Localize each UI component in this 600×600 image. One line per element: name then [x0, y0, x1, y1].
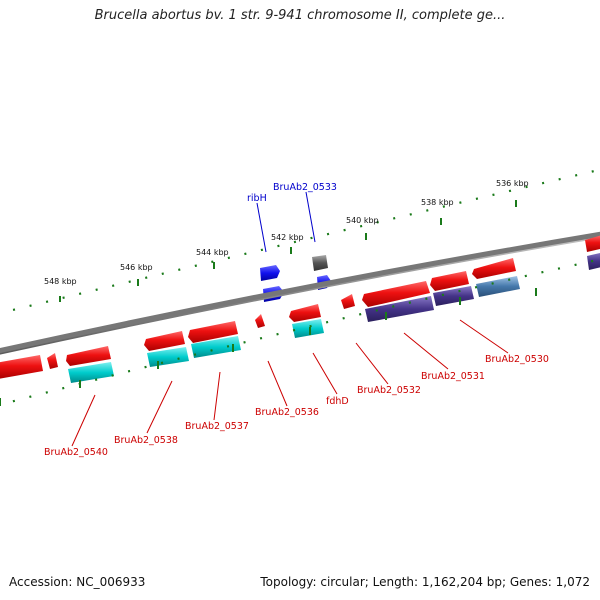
scale-label-538: 538 kbp	[421, 198, 454, 207]
accession-text: Accession: NC_006933	[9, 575, 146, 589]
leader-lines	[71, 191, 509, 447]
gene-label-BruAb2_0530: BruAb2_0530	[485, 354, 549, 365]
gene-label-BruAb2_0533: BruAb2_0533	[273, 182, 337, 193]
gene-label-BruAb2_0531: BruAb2_0531	[421, 371, 485, 382]
cog-BruAb2_0531	[365, 296, 434, 322]
cds-BruAb2_0530-upper	[430, 271, 469, 291]
scale-label-546: 546 kbp	[120, 263, 153, 272]
cds-row	[0, 235, 600, 379]
inner-major-ticks	[0, 288, 537, 406]
map-title: Brucella abortus bv. 1 str. 9-941 chromo…	[94, 8, 506, 23]
topology-text: Topology: circular; Length: 1,162,204 bp…	[260, 575, 590, 589]
scale-label-544: 544 kbp	[196, 248, 229, 257]
gene-label-BruAb2_0540: BruAb2_0540	[44, 447, 108, 458]
scale-label-540: 540 kbp	[346, 216, 379, 225]
cds-BruAb2_0532	[341, 294, 355, 309]
outer-major-ticks	[59, 200, 517, 302]
cds-BruAb2_0538	[144, 331, 185, 351]
gene-label-BruAb2_0532: BruAb2_0532	[357, 385, 421, 396]
reverse-cog-row	[68, 252, 600, 383]
cog-fdhD	[292, 319, 324, 338]
gene-label-BruAb2_0537: BruAb2_0537	[185, 421, 249, 432]
cds-BruAb2_0540	[66, 346, 111, 366]
cds-BruAb2_0530	[472, 258, 516, 279]
cog-BruAb2_0530-a	[433, 286, 474, 306]
gene-label-fdhD: fdhD	[326, 396, 349, 407]
cog-ribH-upper	[260, 265, 280, 281]
scale-label-542: 542 kbp	[271, 233, 304, 242]
cog-BruAb2_0530-b	[476, 276, 520, 297]
cds-BruAb2_0531	[362, 281, 430, 307]
cds-leftmost	[0, 355, 43, 379]
gene-label-BruAb2_0538: BruAb2_0538	[114, 435, 178, 446]
cds-small-0540a	[47, 353, 58, 369]
scale-label-536: 536 kbp	[496, 179, 529, 188]
gene-label-ribH: ribH	[247, 193, 267, 204]
gene-label-BruAb2_0536: BruAb2_0536	[255, 407, 319, 418]
cog-BruAb2_0537	[191, 336, 241, 358]
cds-BruAb2_0537	[188, 321, 238, 343]
cds-BruAb2_0536	[255, 314, 265, 328]
genome-backbone-core	[0, 231, 600, 354]
scale-label-548: 548 kbp	[44, 277, 77, 286]
cds-right-edge	[585, 235, 600, 252]
cog-right-edge	[587, 252, 600, 270]
cds-fdhD	[289, 304, 321, 322]
cog-BruAb2_0540	[68, 362, 114, 383]
cog-BruAb2_0533-upper	[312, 255, 328, 271]
